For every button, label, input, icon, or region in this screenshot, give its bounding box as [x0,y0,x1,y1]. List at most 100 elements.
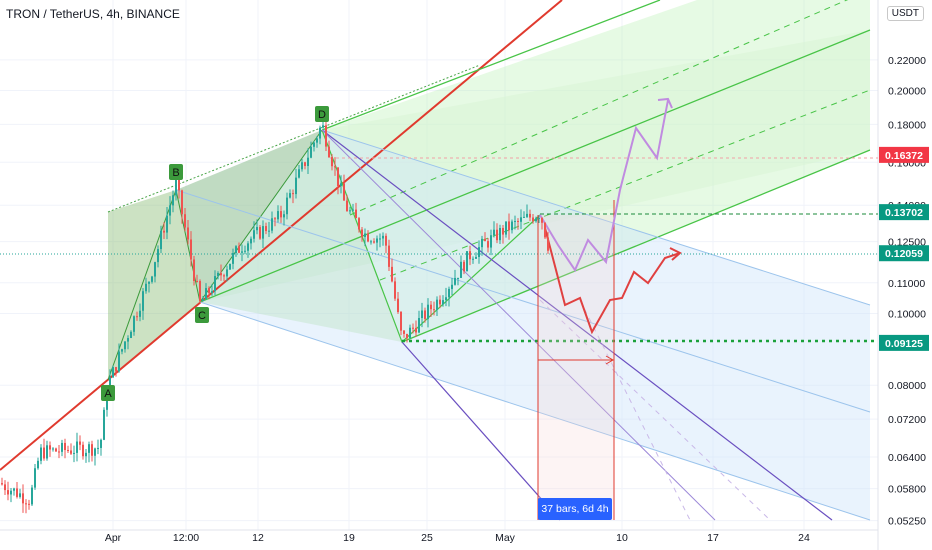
candle-body [166,215,168,233]
projection-red-head [669,247,682,261]
candle-body [325,125,327,147]
candle-body [37,460,39,469]
candle-body [436,299,438,310]
abcd-bc [175,189,201,303]
pattern-point-d: D [315,106,329,122]
candle-body [424,310,426,319]
candle-body [67,450,69,452]
y-tick-label: 0.07200 [888,414,926,426]
candle-body [286,197,288,215]
candle-body [178,178,180,191]
candle-body [97,447,99,449]
candle-body [409,327,411,339]
candle-body [544,222,546,238]
candle-body [340,183,342,187]
candle-body [547,237,549,251]
candle-body [475,257,477,259]
candle-body [508,221,510,231]
candle-body [517,220,519,222]
symbol-title: TRON / TetherUS, 4h, BINANCE [6,7,180,21]
price-tags: 0.16372 0.13702 0.12059 0.09125 [879,146,929,351]
candle-body [460,261,462,278]
candle-body [28,503,30,505]
candle-body [514,220,516,222]
candle-body [115,367,117,372]
candle-body [394,281,396,299]
candle-body [169,205,171,216]
candle-body [487,241,489,248]
x-tick-label: 25 [421,532,433,544]
candle-body [19,493,21,497]
candle-body [310,146,312,158]
candle-body [217,272,219,277]
candle-body [100,439,102,448]
candle-body [445,297,447,301]
x-tick-label: Apr [105,532,122,544]
price-tag-label: 0.13702 [885,207,923,219]
candle-body [130,331,132,339]
price-tag: 0.16372 [879,146,929,163]
candle-body [259,227,261,239]
candle-body [415,327,417,333]
candle-body [181,190,183,215]
candle-body [247,243,249,251]
projection-red [544,227,681,335]
candle-body [493,229,495,236]
candle-body [70,450,72,454]
candle-body [292,193,294,195]
candle-body [451,284,453,289]
candle-body [256,227,258,231]
candle-body [121,349,123,352]
x-tick-label: 24 [798,532,810,544]
candle-body [343,183,345,201]
currency-button[interactable]: USDT [886,6,924,21]
candle-body [58,451,60,453]
candle-body [214,276,216,292]
candle-body [373,241,375,243]
price-axis[interactable]: 0.220000.200000.180000.160000.140000.125… [888,55,926,528]
candle-body [43,447,45,459]
time-axis[interactable]: Apr 12:00 12 19 25 May 10 17 24 [105,532,810,544]
candle-body [439,299,441,305]
y-tick-label: 0.22000 [888,55,926,67]
measure-label: 37 bars, 6d 4h [538,498,612,520]
candle-body [199,281,201,302]
candle-body [430,304,432,310]
candle-body [91,444,93,456]
candle-body [82,444,84,457]
candle-body [502,227,504,235]
candle-body [301,162,303,170]
candle-body [367,233,369,242]
candle-body [196,280,198,282]
candle-body [322,125,324,128]
candle-body [271,218,273,231]
candle-body [139,310,141,317]
candle-body [526,213,528,217]
projection-purple-head [657,97,673,109]
candle-body [538,218,540,220]
candle-body [7,490,9,495]
candle-body [253,230,255,239]
candle-body [529,213,531,218]
candle-body [88,444,90,453]
candle-body [13,488,15,491]
candle-body [328,146,330,158]
candle-body [265,226,267,232]
candle-body [532,217,534,222]
candle-body [112,367,114,378]
price-tag-label: 0.09125 [885,338,923,350]
candle-body [22,493,24,504]
candle-body [61,442,63,452]
candle-body [403,330,405,334]
candle-body [472,258,474,260]
candle-body [229,263,231,270]
candle-body [205,288,207,300]
candle-body [268,230,270,232]
y-tick-label: 0.20000 [888,86,926,98]
candle-body [427,304,429,319]
candle-body [385,235,387,246]
candle-body [163,230,165,233]
measure-box [538,215,614,520]
candle-body [136,316,138,318]
